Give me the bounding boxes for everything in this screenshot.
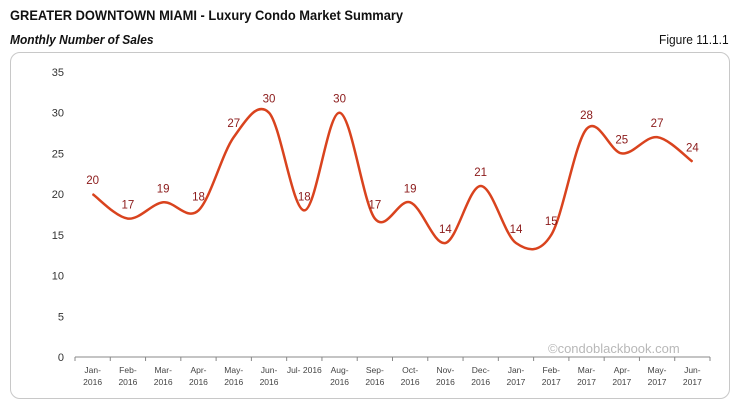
data-point bbox=[480, 185, 482, 187]
data-point bbox=[656, 136, 658, 138]
x-tick-label: Jul- 2016 bbox=[287, 365, 322, 375]
chart-subtitle: Monthly Number of Sales bbox=[10, 32, 154, 47]
x-tick-label: 2016 bbox=[189, 377, 208, 387]
data-label: 17 bbox=[368, 200, 381, 212]
figure-number: Figure 11.1.1 bbox=[659, 32, 729, 47]
data-point bbox=[515, 242, 517, 244]
data-label: 27 bbox=[651, 118, 664, 130]
x-tick-label: Jan- bbox=[84, 365, 101, 375]
data-label: 18 bbox=[192, 191, 205, 203]
x-tick-label: May- bbox=[648, 365, 667, 375]
x-tick-label: 2017 bbox=[683, 377, 702, 387]
data-label: 19 bbox=[157, 183, 170, 195]
x-tick-label: 2016 bbox=[154, 377, 173, 387]
data-label: 25 bbox=[615, 134, 628, 146]
data-point bbox=[374, 218, 376, 220]
data-label: 21 bbox=[474, 167, 487, 179]
x-tick-label: 2016 bbox=[471, 377, 490, 387]
data-point bbox=[303, 209, 305, 211]
y-tick-label: 30 bbox=[52, 108, 64, 120]
x-tick-label: 2017 bbox=[612, 377, 631, 387]
chart-frame bbox=[10, 52, 730, 399]
x-tick-label: 2017 bbox=[542, 377, 561, 387]
x-tick-label: Jun- bbox=[261, 365, 278, 375]
data-point bbox=[550, 234, 552, 236]
data-label: 19 bbox=[404, 183, 417, 195]
x-tick-label: 2017 bbox=[648, 377, 667, 387]
data-label: 27 bbox=[227, 118, 240, 130]
data-point bbox=[92, 193, 94, 195]
series-line bbox=[91, 107, 694, 251]
data-label: 14 bbox=[439, 224, 452, 236]
x-tick-label: Dec- bbox=[472, 365, 490, 375]
data-label: 30 bbox=[263, 94, 276, 106]
x-tick-label: 2016 bbox=[83, 377, 102, 387]
data-point bbox=[162, 201, 164, 203]
x-tick-label: Oct- bbox=[402, 365, 418, 375]
data-point bbox=[339, 112, 341, 114]
data-label: 17 bbox=[122, 200, 135, 212]
data-point bbox=[691, 161, 693, 163]
x-tick-label: Jun- bbox=[684, 365, 701, 375]
data-point bbox=[586, 128, 588, 130]
y-tick-label: 5 bbox=[58, 311, 64, 323]
x-tick-label: 2016 bbox=[330, 377, 349, 387]
x-tick-label: 2016 bbox=[260, 377, 279, 387]
x-tick-label: Aug- bbox=[331, 365, 349, 375]
report-title: GREATER DOWNTOWN MIAMI - Luxury Condo Ma… bbox=[10, 7, 404, 23]
x-tick-label: 2016 bbox=[118, 377, 137, 387]
y-tick-label: 25 bbox=[52, 148, 64, 160]
y-tick-label: 15 bbox=[52, 230, 64, 242]
x-tick-label: Jan- bbox=[508, 365, 525, 375]
data-point bbox=[621, 152, 623, 154]
data-label: 14 bbox=[510, 224, 523, 236]
data-label: 28 bbox=[580, 110, 593, 122]
watermark: ©condoblackbook.com bbox=[548, 341, 680, 356]
data-point bbox=[127, 218, 129, 220]
x-tick-label: Mar- bbox=[154, 365, 172, 375]
y-tick-label: 35 bbox=[52, 67, 64, 79]
x-tick-label: 2017 bbox=[577, 377, 596, 387]
data-label: 15 bbox=[545, 216, 558, 228]
data-point bbox=[233, 136, 235, 138]
x-tick-label: 2017 bbox=[507, 377, 526, 387]
y-tick-label: 10 bbox=[52, 271, 64, 283]
data-label: 30 bbox=[333, 94, 346, 106]
x-tick-label: 2016 bbox=[401, 377, 420, 387]
x-tick-label: Apr- bbox=[190, 365, 206, 375]
data-point bbox=[409, 201, 411, 203]
data-label: 18 bbox=[298, 191, 311, 203]
x-tick-label: Mar- bbox=[578, 365, 596, 375]
x-tick-label: Sep- bbox=[366, 365, 384, 375]
x-tick-label: Apr- bbox=[614, 365, 630, 375]
x-tick-label: 2016 bbox=[224, 377, 243, 387]
y-tick-label: 0 bbox=[58, 352, 64, 364]
x-tick-label: 2016 bbox=[365, 377, 384, 387]
x-tick-label: Nov- bbox=[436, 365, 454, 375]
x-tick-label: May- bbox=[224, 365, 243, 375]
x-tick-label: Feb- bbox=[543, 365, 561, 375]
data-label: 20 bbox=[86, 175, 99, 187]
data-point bbox=[197, 209, 199, 211]
data-point bbox=[268, 112, 270, 114]
data-label: 24 bbox=[686, 143, 699, 155]
x-tick-label: 2016 bbox=[436, 377, 455, 387]
y-tick-label: 20 bbox=[52, 189, 64, 201]
x-tick-label: Feb- bbox=[119, 365, 137, 375]
data-point bbox=[444, 242, 446, 244]
